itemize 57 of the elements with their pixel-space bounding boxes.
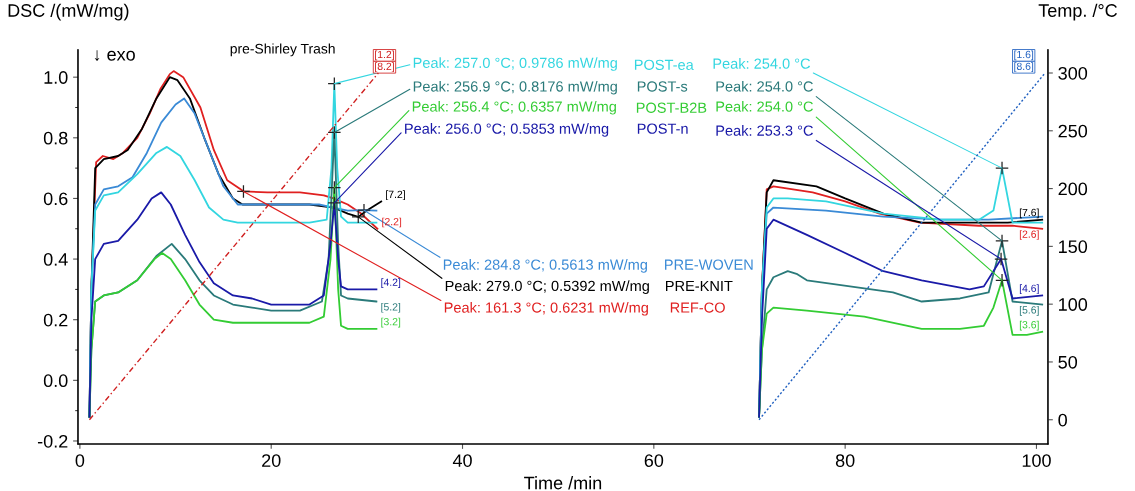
y-axis-title: DSC /(mW/mg) xyxy=(8,3,129,21)
text: PRE-KNIT xyxy=(666,280,733,291)
x-tick-label: 40 xyxy=(452,454,472,467)
text: POST-s xyxy=(637,81,688,92)
annotation: Peak: 279.0 °C; 0.5392 mW/mg xyxy=(445,280,649,294)
annotation: ↓ exo xyxy=(94,50,135,62)
text: POST-ea xyxy=(634,59,694,70)
annotation: [3.2] xyxy=(381,317,401,328)
annotation: [5.2] xyxy=(381,302,401,313)
y-tick-label: 0.2 xyxy=(43,313,68,327)
annotation: [1.6] xyxy=(1014,50,1034,61)
text: POST-B2B xyxy=(636,102,707,113)
y2-tick-label: 250 xyxy=(1058,124,1088,138)
x-tick-label: 100 xyxy=(1022,454,1051,467)
y2-tick-label: 200 xyxy=(1058,182,1088,196)
x-tick-label: 80 xyxy=(835,454,855,467)
y2-tick-label: 50 xyxy=(1058,355,1078,369)
annotation: [2.6] xyxy=(1019,230,1039,240)
annotation: Peak: 284.8 °C; 0.5613 mW/mg xyxy=(443,259,647,273)
annotation: Peak: 256.0 °C; 0.5853 mW/mg xyxy=(405,123,609,137)
y-tick-label: 0.0 xyxy=(43,374,68,388)
y-tick-label: 0.8 xyxy=(43,131,68,145)
annotation: [2.2] xyxy=(382,217,402,228)
y-tick-label: 1.0 xyxy=(44,71,68,84)
x-tick-label: 0 xyxy=(75,454,85,467)
y-tick-label: 0.4 xyxy=(43,253,68,266)
annotation: [4.2] xyxy=(381,278,401,288)
annotation: [1.2] xyxy=(375,50,394,61)
annotation: pre-Shirley Trash xyxy=(230,43,335,57)
y2-tick-label: 0 xyxy=(1058,413,1067,427)
y2-tick-label: 150 xyxy=(1059,240,1088,254)
series-label: PRE-WOVEN xyxy=(665,259,753,270)
annotation: Peak: 253.3 °C xyxy=(716,125,813,136)
annotation: [4.6] xyxy=(1019,284,1039,295)
annotation: [3.6] xyxy=(1019,320,1039,331)
annotation: [7.6] xyxy=(1019,208,1039,219)
annotation: [5.6] xyxy=(1019,305,1039,316)
y-tick-label: -0.2 xyxy=(37,434,68,448)
annotation: Peak: 254.0 °C xyxy=(716,80,813,92)
y2-tick-label: 100 xyxy=(1059,298,1088,311)
x-tick-label: 60 xyxy=(644,454,664,467)
annotation: [8.6] xyxy=(1014,62,1034,73)
annotation: Peak: 256.9 °C; 0.8176 mW/mg xyxy=(413,80,617,95)
annotation: Peak: 254.0 °C xyxy=(716,101,813,112)
x-tick-label: 20 xyxy=(262,454,281,467)
y-tick-label: 0.6 xyxy=(43,192,68,206)
y2-axis-title: Temp. /°C xyxy=(1038,3,1118,21)
annotation: Peak: 254.0 °C xyxy=(713,58,811,69)
annotation: [7.2] xyxy=(386,190,405,201)
annotation: Peak: 256.4 °C; 0.6357 mW/mg xyxy=(412,101,616,115)
text: POST-n xyxy=(637,123,688,134)
annotation: [8.2] xyxy=(375,62,394,73)
x-axis-title: Time /min xyxy=(524,476,602,490)
text: REF-CO xyxy=(670,302,725,313)
annotation: Peak: 257.0 °C; 0.9786 mW/mg xyxy=(413,57,617,71)
y2-tick-label: 300 xyxy=(1058,66,1088,80)
annotation: Peak: 161.3 °C; 0.6231 mW/mg xyxy=(444,302,648,316)
